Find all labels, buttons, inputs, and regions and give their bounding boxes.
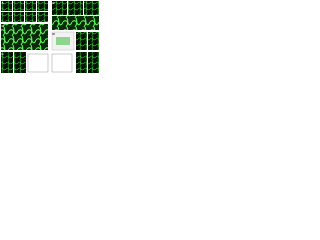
panel-label: C	[2, 24, 5, 28]
micrograph	[37, 12, 48, 22]
micrograph	[76, 32, 87, 50]
micrograph	[25, 12, 36, 22]
micrograph	[14, 52, 26, 73]
panel-label: A	[2, 1, 5, 5]
micrograph	[1, 24, 48, 50]
micrograph	[52, 16, 99, 30]
micrograph	[13, 12, 24, 22]
micrograph	[25, 1, 36, 11]
micrograph	[88, 32, 99, 50]
panel-c: C	[1, 24, 48, 50]
micrograph	[52, 1, 67, 15]
micrograph	[84, 1, 99, 15]
plot-frame	[51, 53, 73, 73]
panel-e: E	[1, 52, 99, 73]
micrograph	[1, 12, 12, 22]
panel-label: B	[53, 1, 56, 5]
schematic-shape	[56, 37, 70, 45]
micrograph	[1, 1, 12, 11]
page: {"panels": [ {"label": "A"}, {"label": "…	[0, 0, 100, 75]
micrograph	[37, 1, 48, 11]
panel-a: A	[1, 1, 48, 22]
figure: A B C D E	[1, 1, 99, 73]
panel-label: E	[2, 52, 4, 56]
plot-frame	[27, 53, 49, 73]
micrograph	[13, 1, 24, 11]
micrograph	[76, 52, 87, 73]
panel-d: D	[51, 31, 99, 51]
micrograph	[1, 52, 13, 73]
micrograph	[88, 52, 99, 73]
panel-b: B	[52, 1, 99, 30]
panel-label: D	[53, 32, 56, 36]
micrograph	[68, 1, 83, 15]
